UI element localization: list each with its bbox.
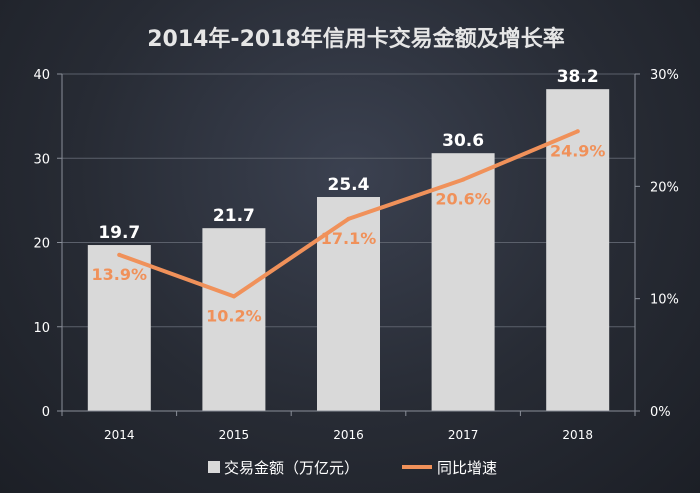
bar (431, 153, 495, 411)
y-left-tick-label: 10 (33, 321, 50, 336)
y-left-tick-label: 40 (33, 68, 50, 83)
x-tick-label: 2018 (562, 428, 593, 442)
growth-value-label: 24.9% (550, 141, 606, 160)
bar (202, 228, 266, 411)
y-left-tick-label: 20 (33, 237, 50, 252)
growth-value-label: 17.1% (321, 229, 377, 248)
legend-label-line: 同比增速 (437, 459, 497, 477)
growth-line (117, 129, 580, 299)
growth-point (346, 216, 351, 221)
bars (87, 89, 610, 411)
axes: 0 10 20 30 40 0% 10% 20% 30% 2014 2015 2016 2017 2018 (33, 68, 678, 442)
bar-value-label: 38.2 (557, 67, 599, 87)
legend-swatch-bar (208, 461, 220, 473)
growth-point (117, 252, 122, 257)
y-left-tick-label: 0 (42, 405, 50, 420)
growth-value-label: 13.9% (92, 265, 148, 284)
growth-point (461, 177, 466, 182)
y-right-tick-label: 10% (650, 293, 679, 308)
growth-value-label: 10.2% (206, 306, 262, 325)
y-left-tick-label: 30 (33, 152, 50, 167)
growth-point (575, 129, 580, 134)
bar (87, 245, 151, 411)
bar-value-label: 30.6 (442, 131, 484, 151)
x-tick-label: 2016 (333, 428, 364, 442)
data-labels: 19.7 21.7 25.4 30.6 38.2 13.9% 10.2% 17.1% 20.6%… (92, 67, 606, 325)
x-tick-label: 2015 (219, 428, 250, 442)
x-tick-label: 2014 (104, 428, 135, 442)
bar (546, 89, 610, 411)
legend: 交易金额（万亿元） 同比增速 (208, 459, 497, 477)
legend-label-bar: 交易金额（万亿元） (224, 459, 359, 477)
y-right-tick-label: 20% (650, 180, 679, 195)
growth-value-label: 20.6% (435, 190, 491, 209)
bar-value-label: 21.7 (213, 206, 255, 226)
bar-value-label: 19.7 (98, 223, 140, 243)
chart-title: 2014年-2018年信用卡交易金额及增长率 (147, 26, 565, 52)
growth-point (231, 294, 236, 299)
y-right-tick-label: 0% (650, 405, 671, 420)
x-tick-label: 2017 (448, 428, 479, 442)
y-right-tick-label: 30% (650, 68, 679, 83)
bar-value-label: 25.4 (328, 175, 370, 195)
